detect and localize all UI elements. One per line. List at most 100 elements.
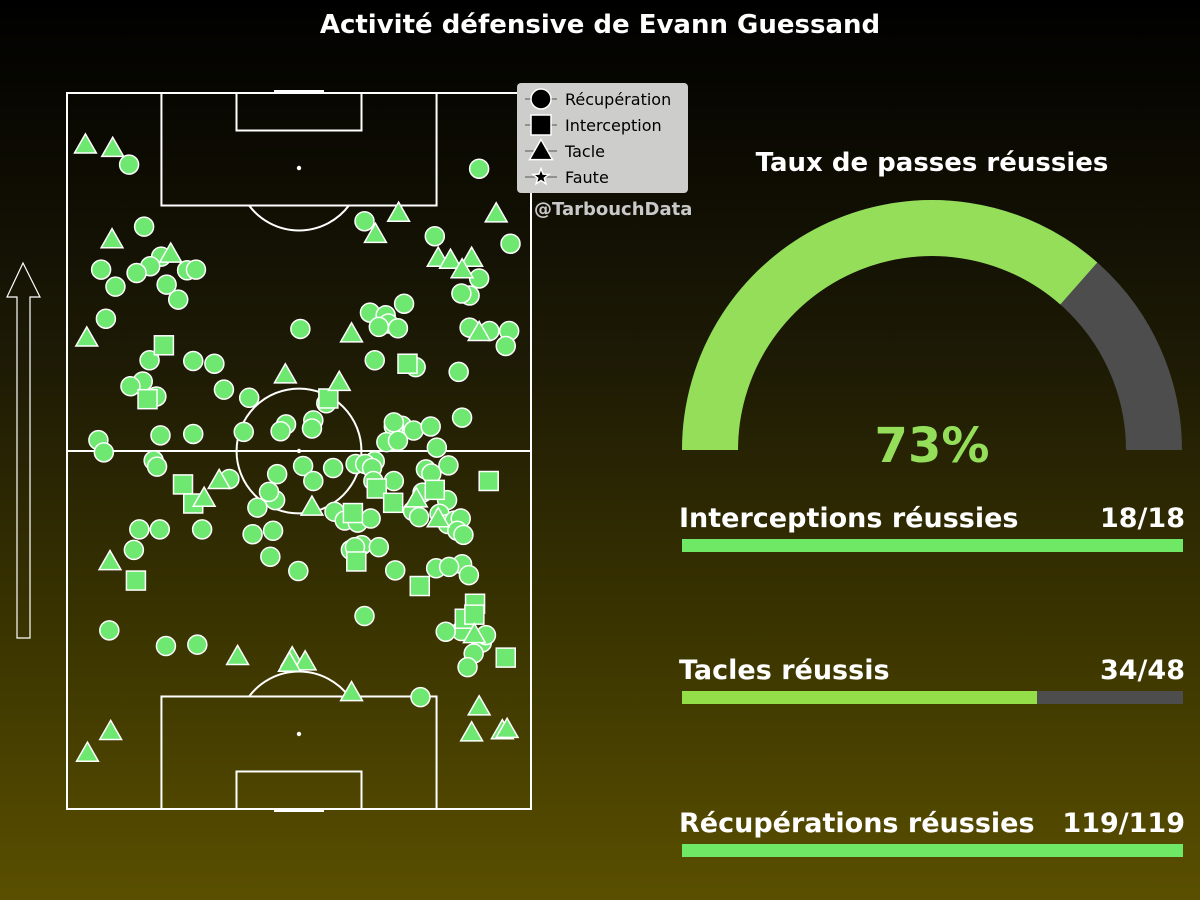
marker-circle — [495, 335, 517, 357]
penalty-box-bottom — [160, 695, 438, 810]
marker-triangle — [98, 718, 123, 741]
marker-circle — [364, 350, 385, 371]
marker-square — [342, 502, 364, 524]
marker-triangle — [75, 740, 100, 763]
marker-circle — [155, 635, 177, 657]
marker-circle — [204, 353, 225, 374]
stat-bar-track — [682, 539, 1183, 552]
marker-circle — [354, 210, 375, 232]
marker-circle — [354, 605, 375, 627]
stat-bar-track — [682, 691, 1183, 704]
marker-triangle — [100, 135, 125, 158]
marker-circle — [458, 564, 480, 586]
marker-triangle — [277, 650, 302, 673]
triangle-icon — [517, 138, 565, 164]
marker-triangle — [225, 643, 250, 666]
stat-value: 119/119 — [1062, 808, 1185, 839]
marker-triangle — [327, 369, 352, 392]
marker-triangle — [494, 716, 520, 739]
marker-circle — [146, 456, 168, 477]
event-markers — [73, 132, 521, 763]
marker-triangle — [74, 325, 100, 347]
stat-value: 34/48 — [1099, 655, 1185, 686]
marker-circle — [453, 524, 474, 546]
marker-circle — [93, 442, 115, 463]
marker-circle — [260, 546, 281, 567]
marker-triangle — [459, 720, 484, 742]
marker-square — [382, 492, 404, 514]
marker-triangle — [466, 694, 492, 716]
marker-square — [397, 353, 418, 374]
marker-circle — [301, 418, 323, 439]
marker-circle — [451, 407, 473, 428]
marker-circle — [457, 656, 478, 678]
marker-square — [172, 474, 194, 495]
marker-circle — [393, 293, 415, 314]
marker-triangle — [206, 467, 232, 490]
marker-circle — [438, 556, 460, 578]
marker-triangle — [99, 227, 125, 249]
marker-circle — [266, 463, 288, 485]
marker-triangle — [449, 257, 475, 279]
stat-label: Interceptions réussies — [679, 503, 1019, 534]
gauge-fill — [682, 200, 1098, 451]
marker-triangle — [339, 321, 364, 343]
marker-circle — [182, 423, 204, 445]
marker-circle — [120, 375, 141, 397]
marker-square — [318, 388, 339, 409]
marker-circle — [288, 560, 309, 582]
marker-circle — [95, 308, 117, 329]
marker-circle — [290, 318, 311, 340]
stat-label: Tacles réussis — [679, 655, 890, 686]
marker-circle — [408, 506, 430, 528]
marker-circle — [468, 158, 490, 179]
marker-circle — [233, 421, 254, 443]
marker-circle — [258, 481, 280, 503]
chart-legend: Récupération Interception Tacle Faute — [517, 83, 688, 193]
marker-circle — [292, 455, 314, 477]
marker-triangle — [425, 506, 451, 528]
legend-item: Tacle — [517, 138, 688, 164]
marker-circle — [185, 259, 207, 280]
marker-triangle — [404, 486, 429, 508]
marker-square — [346, 551, 367, 572]
marker-triangle — [73, 132, 98, 154]
gauge-value: 73% — [874, 418, 990, 474]
marker-square — [424, 479, 446, 501]
marker-square — [409, 575, 431, 597]
marker-circle — [420, 416, 441, 437]
legend-item: Interception — [517, 112, 688, 138]
legend-item: Récupération — [517, 86, 688, 112]
marker-circle — [384, 560, 406, 581]
marker-circle — [438, 455, 459, 476]
marker-circle — [123, 539, 145, 561]
marker-square — [366, 478, 388, 499]
circle-icon — [517, 86, 565, 112]
marker-circle — [424, 225, 446, 247]
penalty-arc-bottom — [248, 670, 350, 698]
star-icon — [517, 164, 565, 190]
marker-triangle — [363, 221, 388, 244]
marker-circle — [156, 274, 177, 295]
marker-circle — [149, 519, 171, 540]
marker-circle — [383, 412, 405, 433]
legend-label: Interception — [565, 115, 662, 135]
stat-label: Récupérations réussies — [679, 808, 1035, 839]
marker-triangle — [158, 241, 183, 263]
center-circle — [235, 387, 363, 515]
marker-circle — [129, 519, 150, 540]
marker-circle — [191, 519, 213, 540]
stat-bar-fill — [682, 844, 1183, 857]
marker-circle — [383, 470, 405, 492]
marker-square — [464, 604, 485, 625]
marker-triangle — [462, 621, 487, 644]
pitch-lines — [66, 90, 532, 812]
marker-circle — [368, 316, 390, 338]
penalty-box-top — [160, 92, 438, 207]
square-icon — [517, 112, 565, 138]
center-spot — [296, 448, 302, 454]
marker-circle — [262, 520, 284, 542]
marker-circle — [360, 508, 381, 529]
marker-circle — [126, 262, 147, 284]
marker-circle — [368, 536, 390, 558]
